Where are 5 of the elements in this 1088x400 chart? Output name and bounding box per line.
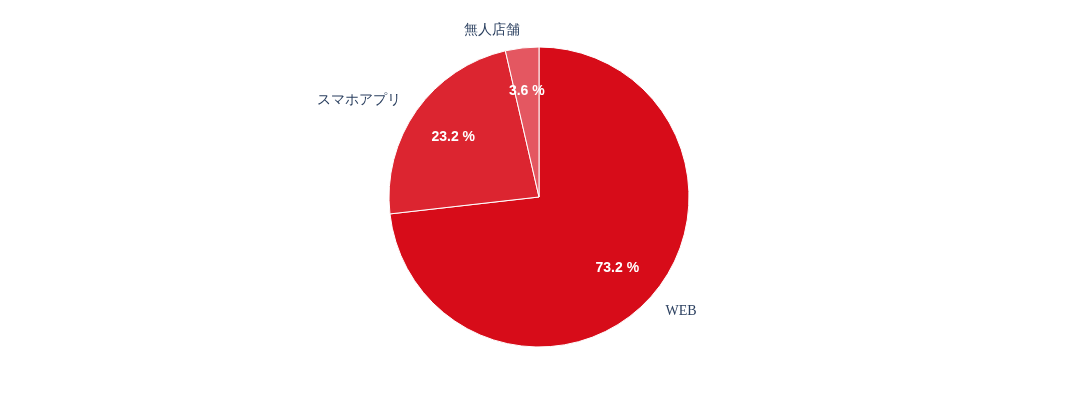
- data-label: 73.2 %: [595, 258, 640, 275]
- data-label: 23.2 %: [431, 128, 476, 145]
- slice-label: WEB: [665, 302, 697, 318]
- slice-label: 無人店舗: [463, 21, 520, 37]
- slice-label: スマホアプリ: [316, 92, 401, 108]
